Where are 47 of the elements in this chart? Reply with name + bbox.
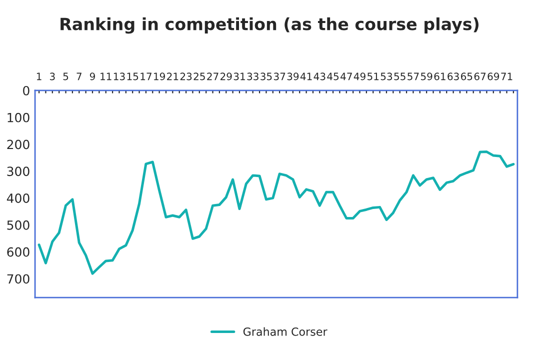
- x-tick-label: 27: [207, 72, 218, 80]
- x-tick-label: 59: [420, 72, 432, 80]
- x-tick-label: 1: [36, 72, 42, 80]
- x-tick-label: 67: [474, 72, 486, 80]
- x-tick-label: 47: [340, 72, 352, 80]
- x-tick-label: 61: [434, 72, 446, 80]
- x-tick-label: 35: [260, 72, 272, 80]
- x-tick-label: 29: [220, 72, 232, 80]
- x-tick-label: 49: [354, 72, 366, 80]
- x-tick-label: 71: [501, 72, 512, 80]
- y-tick-label: 400: [6, 194, 30, 203]
- x-tick-label: 11: [100, 72, 112, 80]
- x-tick-label: 17: [140, 72, 152, 80]
- x-tick-label: 37: [274, 72, 286, 80]
- x-tick-label: 53: [380, 72, 392, 80]
- x-tick-label: 25: [194, 72, 205, 80]
- x-tick-label: 7: [76, 72, 82, 80]
- x-tick-label: 31: [234, 72, 245, 80]
- x-tick-label: 51: [368, 72, 379, 80]
- x-tick-label: 45: [327, 72, 339, 80]
- y-tick-label: 100: [8, 112, 30, 122]
- x-tick-label: 65: [460, 72, 472, 80]
- x-tick-label: 13: [114, 72, 125, 80]
- x-tick-label: 5: [63, 72, 68, 80]
- line-series: [38, 150, 515, 275]
- y-tick-label: 200: [7, 140, 30, 150]
- y-tick-label: 500: [7, 220, 30, 230]
- x-tick-label: 39: [287, 72, 299, 80]
- x-tick-label: 41: [300, 72, 312, 80]
- x-tick-label: 3: [50, 72, 55, 80]
- x-tick-label: 19: [154, 72, 165, 80]
- x-tick-label: 33: [247, 72, 258, 80]
- x-tick-label: 57: [408, 72, 419, 80]
- y-tick-label: 600: [7, 247, 30, 257]
- legend-label: Graham Corser: [243, 327, 328, 336]
- x-tick-label: 63: [448, 72, 459, 80]
- x-tick-label: 55: [394, 72, 406, 80]
- x-tick-label: 9: [90, 72, 95, 80]
- y-tick-label: 300: [7, 166, 30, 176]
- x-tick-label: 23: [180, 72, 192, 80]
- x-tick-label: 69: [488, 72, 500, 80]
- y-tick-label: 0: [23, 86, 30, 96]
- x-tick-label: 15: [127, 72, 138, 80]
- x-tick-label: 21: [167, 72, 178, 80]
- y-tick-label: 700: [7, 274, 30, 284]
- x-tick-label: 43: [314, 72, 326, 80]
- chart-title: Ranking in competition (as the course plays): [60, 17, 479, 34]
